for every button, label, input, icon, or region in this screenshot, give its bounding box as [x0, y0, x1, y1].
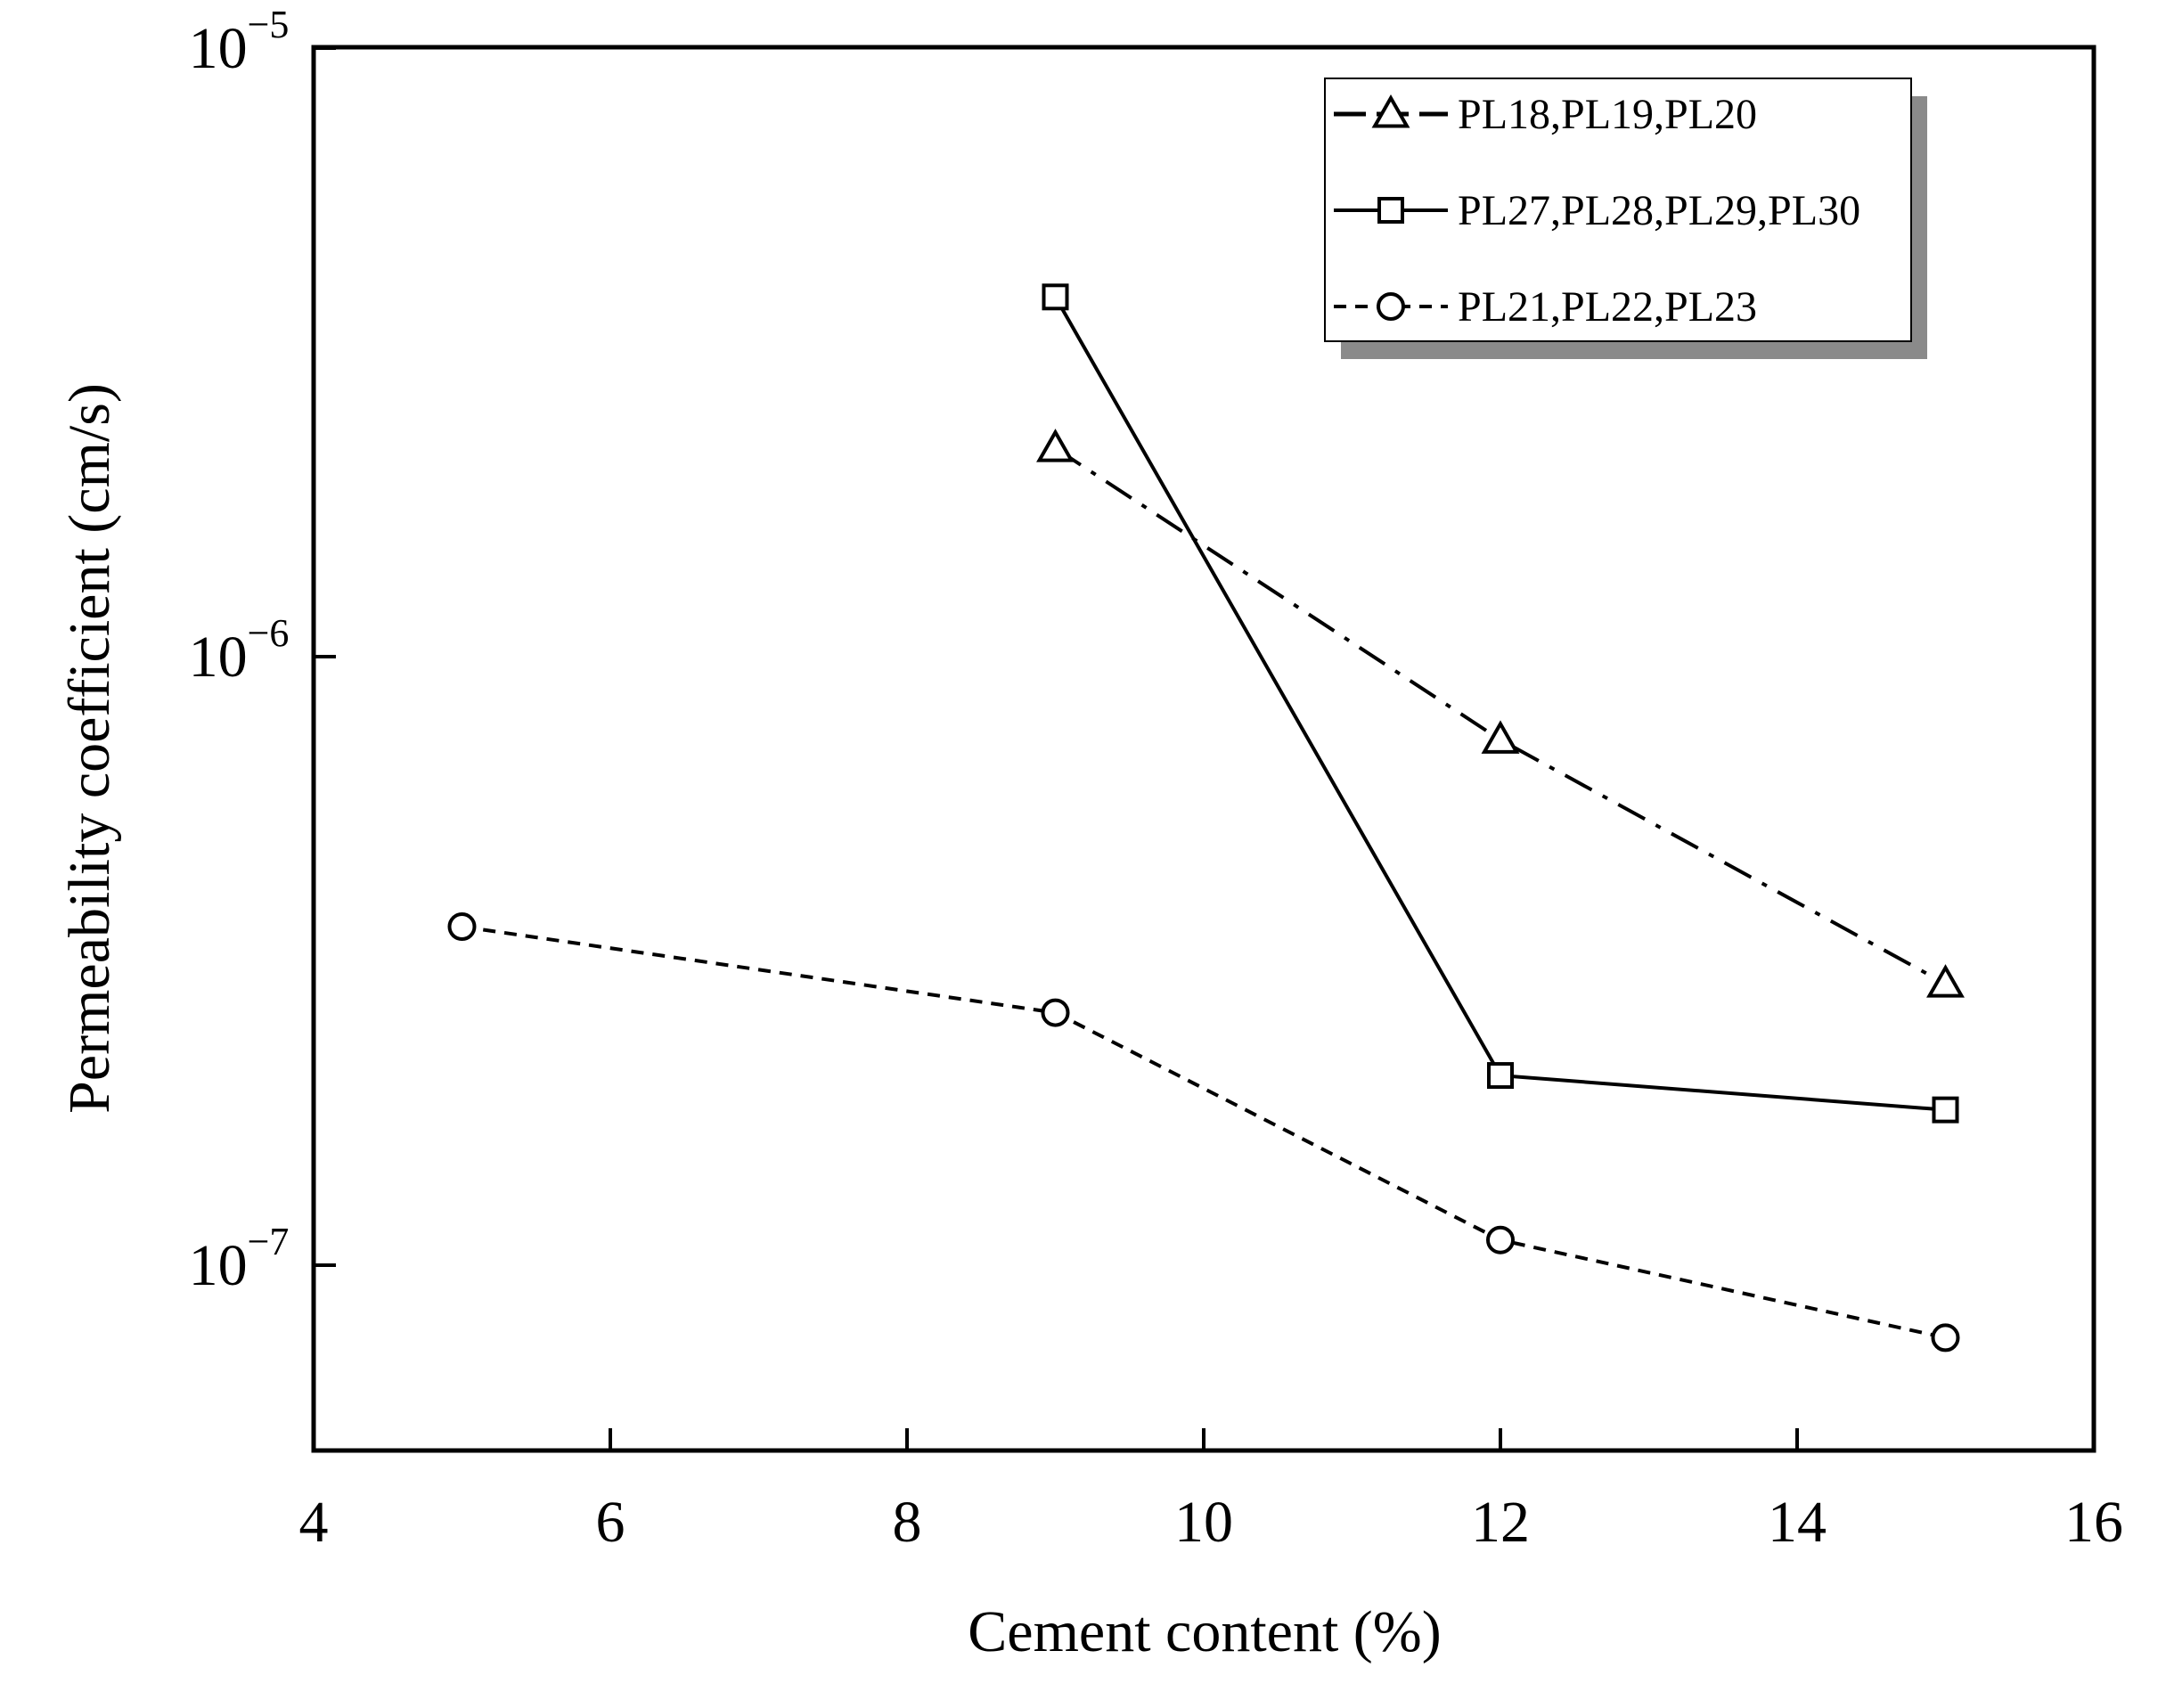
x-tick-label: 10: [1174, 1490, 1233, 1555]
x-tick-label: 16: [2064, 1490, 2123, 1555]
series-triangle: [1036, 429, 1965, 998]
series-square: [1042, 283, 1959, 1124]
legend-item: PL18,PL19,PL20: [1334, 91, 1757, 138]
square-point: [1932, 1096, 1959, 1124]
circle-point: [447, 912, 477, 942]
series-line: [1053, 296, 1946, 1112]
y-axis-ticks: 10−7 10−6 10−5: [189, 3, 336, 1298]
circle-point: [1041, 998, 1070, 1027]
x-axis-title: Cement content (%): [968, 1599, 1441, 1664]
series-layer: [447, 283, 1965, 1353]
legend-label: PL18,PL19,PL20: [1458, 91, 1757, 138]
square-point: [1487, 1062, 1514, 1090]
x-tick-label: 14: [1768, 1490, 1827, 1555]
x-tick-label: 8: [893, 1490, 922, 1555]
legend-triangle-marker: [1371, 94, 1410, 128]
legend-circle-marker: [1377, 292, 1405, 321]
legend-label: PL21,PL22,PL23: [1458, 283, 1757, 331]
legend: PL18,PL19,PL20 PL27,PL28,PL29,PL30 PL21,PL…: [1324, 78, 1927, 359]
legend-label: PL27,PL28,PL29,PL30: [1458, 187, 1860, 234]
y-tick-label: 10−6: [189, 611, 290, 690]
triangle-point: [1926, 964, 1965, 998]
legend-square-marker: [1377, 197, 1404, 224]
series-line: [462, 925, 1946, 1340]
x-axis-ticks: 4 6 8 10 12 14 16: [299, 1428, 2123, 1555]
triangle-point: [1481, 720, 1520, 754]
x-tick-label: 4: [299, 1490, 329, 1555]
y-axis-title: Permeability coefficient (cm/s): [57, 383, 122, 1114]
legend-item: PL27,PL28,PL29,PL30: [1334, 187, 1860, 234]
circle-point: [1486, 1225, 1515, 1254]
triangle-point: [1036, 429, 1075, 462]
legend-item: PL21,PL22,PL23: [1334, 283, 1757, 331]
x-tick-label: 6: [596, 1490, 625, 1555]
y-tick-label: 10−5: [189, 3, 290, 81]
y-tick-label: 10−7: [189, 1220, 290, 1298]
square-point: [1042, 283, 1069, 311]
series-circle: [447, 912, 1960, 1353]
x-tick-label: 12: [1471, 1490, 1530, 1555]
circle-point: [1931, 1323, 1960, 1353]
